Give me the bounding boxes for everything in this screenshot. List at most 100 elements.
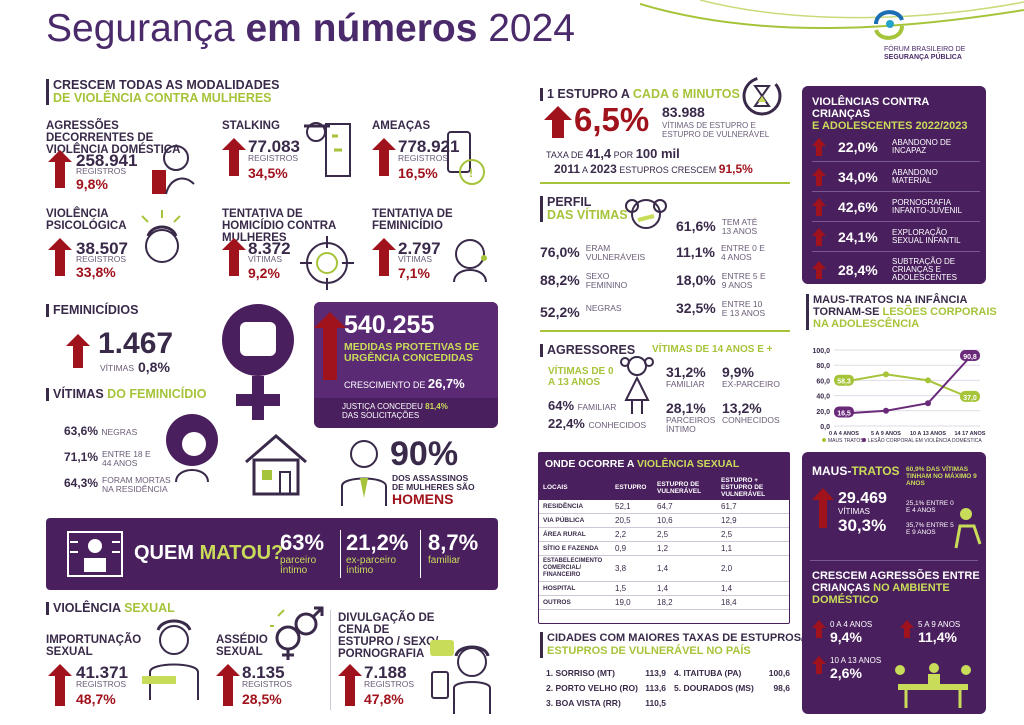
stat-unit: REGISTROS <box>364 679 415 689</box>
up-arrow-icon <box>812 488 834 528</box>
y-tick-label: 80,0 <box>816 363 830 370</box>
child-face-icon <box>625 199 667 229</box>
stat-pct: 48,7% <box>76 691 116 707</box>
target-crosshair-icon <box>300 236 354 290</box>
stat-unit: REGISTROS <box>76 254 127 264</box>
stat-stalking-label: STALKING <box>222 120 280 132</box>
stat-pct: 9,8% <box>76 176 108 192</box>
stat-value: 7.188 <box>364 663 407 682</box>
domestico-item: 10 A 13 ANOS 2,6% <box>830 656 882 681</box>
maus-unit: VÍTIMAS <box>838 507 871 516</box>
up-arrow-icon <box>314 312 346 380</box>
criancas-item: 24,1% EXPLORAÇÃO SEXUAL INFANTIL <box>812 222 980 252</box>
perfil-row: 61,6% TEM ATÉ 13 ANOS <box>676 217 758 236</box>
stat-value: 2.797 <box>398 239 441 258</box>
medidas-crescimento: CRESCIMENTO DE 26,7% <box>344 376 465 391</box>
cidade-row: 1. SORRISO (MT) 113,9 <box>546 668 666 678</box>
maus-title: MAUS-TRATOS <box>812 464 900 478</box>
cidade-row: 4. ITAITUBA (PA) 100,6 <box>674 668 790 678</box>
up-arrow-icon <box>812 167 826 186</box>
agressor-cell: 28,1% PARCEIROS ÍNTIMO <box>666 400 716 434</box>
perfil-row: 76,0% ERAM VULNERÁVEIS <box>540 243 646 262</box>
agressor-row: 64% FAMILIAR <box>548 398 617 413</box>
data-label: 90,8 <box>963 354 977 361</box>
section-title-feminicidios: FEMINICÍDIOS <box>46 304 138 317</box>
section-title-violencia-mulheres: CRESCEM TODAS AS MODALIDADES DE VIOLÊNCIA… <box>46 79 279 105</box>
legend-swatch <box>862 438 866 442</box>
data-point <box>925 400 931 407</box>
section-title-maustratos-chart: MAUS-TRATOS NA INFÂNCIA TORNAM-SE LESÕES … <box>806 294 997 330</box>
x-tick-label: 14 17 ANOS <box>955 431 986 437</box>
up-arrow-icon <box>372 238 396 276</box>
medidas-label-1: MEDIDAS PROTETIVAS DE <box>344 341 480 353</box>
data-label: 16,5 <box>837 410 851 417</box>
up-arrow-icon <box>372 138 396 176</box>
data-label-bg <box>834 374 854 386</box>
stat-value: 38.507 <box>76 239 128 258</box>
legend-swatch <box>822 438 826 442</box>
agressor-row: 22,4% CONHECIDOS <box>548 416 647 431</box>
up-arrow-icon <box>812 620 826 638</box>
agressor-cell: 13,2% CONHECIDOS <box>722 400 780 425</box>
quem-matou-item: 63% parceiro íntimo <box>280 530 325 576</box>
perfil-row: 18,0% ENTRE 5 E 9 ANOS <box>676 271 766 290</box>
up-arrow-icon <box>544 106 572 138</box>
maus-pct: 30,3% <box>838 516 887 535</box>
x-tick-label: 0 A 4 ANOS <box>829 431 859 437</box>
cidade-row: 3. BOA VISTA (RR) 110,5 <box>546 698 666 708</box>
x-tick-label: 10 A 13 ANOS <box>910 431 946 437</box>
data-label: 37,0 <box>963 395 977 402</box>
stat-divulgacao-label: DIVULGAÇÃO DE CENA DE ESTUPRO / SEXO/ PO… <box>338 612 439 660</box>
medidas-label-2: URGÊNCIA CONCEDIDAS <box>344 352 474 364</box>
criancas-item: 22,0% ABANDONO DE INCAPAZ <box>812 132 980 162</box>
estupro-value: 83.988 <box>662 104 705 120</box>
table-row: OUTROS 19,0 18,2 18,4 <box>539 595 789 610</box>
medidas-protetivas-box: 540.255 MEDIDAS PROTETIVAS DE URGÊNCIA CO… <box>314 302 498 428</box>
section-title-cidades: CIDADES COM MAIORES TAXAS DE ESTUPROS/ES… <box>540 632 804 658</box>
quem-matou-title: QUEM MATOU? <box>134 542 284 564</box>
onde-ocorre-table: LOCAIS ESTUPRO ESTUPRO DE VULNERÁVEL EST… <box>539 475 789 610</box>
stat-pct: 28,5% <box>242 691 282 707</box>
data-point <box>925 377 931 384</box>
table-row: HOSPITAL 1,5 1,4 1,4 <box>539 581 789 596</box>
svg-text:!: ! <box>469 166 473 180</box>
col-header: ESTUPRO DE VULNERÁVEL <box>653 475 717 500</box>
onde-ocorre-table-box: ONDE OCORRE A VIOLÊNCIA SEXUAL LOCAIS ES… <box>538 452 790 624</box>
stat-unit: REGISTROS <box>76 166 127 176</box>
feminicidios-pct: 0,8% <box>138 359 170 375</box>
stat-value: 41.371 <box>76 663 128 682</box>
section-title-agressores: AGRESSORES <box>540 344 635 357</box>
stat-importunacao-label: IMPORTUNAÇÃO SEXUAL <box>46 634 142 658</box>
data-label-bg <box>960 390 980 402</box>
stat-pct: 16,5% <box>398 165 438 181</box>
table-row: ÁREA RURAL 2,2 2,5 2,5 <box>539 527 789 542</box>
x-tick-label: 5 A 9 ANOS <box>871 431 901 437</box>
up-arrow-icon <box>812 656 826 674</box>
feminicidios-value: 1.467 <box>98 327 174 360</box>
assassinos-label: DOS ASSASSINOS DE MULHERES SÃO HOMENS <box>392 473 475 507</box>
section-title-vitimas-feminicidio: VÍTIMAS DO FEMINICÍDIO <box>46 388 206 401</box>
child-sitting-icon <box>954 508 982 549</box>
onde-ocorre-title: ONDE OCORRE A VIOLÊNCIA SEXUAL <box>539 453 789 475</box>
perfil-row: 88,2% SEXO FEMININO <box>540 271 628 290</box>
maus-note: 35,7% ENTRE 5 E 9 ANOS <box>906 522 954 536</box>
domestico-item: 0 A 4 ANOS 9,4% <box>830 620 873 645</box>
vitima-row-idade: 71,1% ENTRE 18 E 44 ANOS <box>64 449 151 468</box>
stat-value: 8.135 <box>242 663 285 682</box>
quem-matou-item: 8,7% familiar <box>428 530 479 566</box>
stressed-woman-icon <box>141 210 181 263</box>
stat-unit: VÍTIMAS <box>398 254 433 264</box>
data-point <box>883 371 889 378</box>
criancas-item: 42,6% PORNOGRAFIA INFANTO-JUVENIL <box>812 192 980 222</box>
stat-value: 77.083 <box>248 137 300 156</box>
medidas-value: 540.255 <box>344 311 435 339</box>
agressores-sub1: VÍTIMAS DE 0 A 13 ANOS <box>548 366 614 388</box>
table-row: SÍTIO E FAZENDA 0,9 1,2 1,1 <box>539 541 789 556</box>
fbsp-logo-icon <box>874 10 904 40</box>
series-line <box>843 373 971 399</box>
child-girl-icon <box>620 356 654 414</box>
stat-unit: REGISTROS <box>76 679 127 689</box>
vitima-row-negras: 63,6% NEGRAS <box>64 424 138 438</box>
maustratos-box: MAUS-TRATOS 29.469 VÍTIMAS 30,3% 60,9% D… <box>802 452 986 714</box>
stat-value: 8.372 <box>248 239 291 258</box>
